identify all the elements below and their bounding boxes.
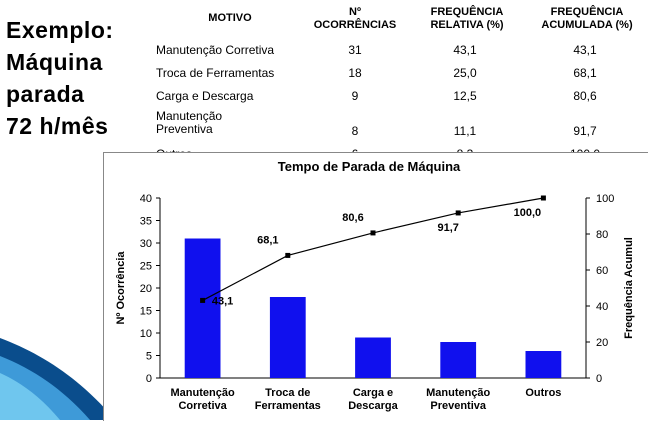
cell-ocorrencias: 9 [351, 89, 359, 103]
cell-freq-relativa: 11,1 [453, 124, 477, 138]
bar [440, 342, 477, 378]
bar [355, 337, 391, 378]
cell-ocorrencias: 18 [348, 66, 362, 80]
cell-freq-relativa: 25,0 [453, 66, 477, 80]
cell-motivo: Manutenção Corretiva [156, 43, 275, 57]
cell-freq-relativa: 43,1 [453, 43, 477, 57]
x-category-label: Carga e [353, 387, 393, 399]
y-tick-label: 25 [140, 261, 152, 273]
line-data-label: 91,7 [437, 222, 458, 234]
cell-freq-acumulada: 43,1 [573, 43, 597, 57]
bar [269, 297, 306, 378]
cell-ocorrencias: 31 [348, 43, 362, 57]
chart-title: Tempo de Parada de Máquina [278, 159, 461, 174]
x-category-label: Ferramentas [255, 400, 321, 412]
y-tick-label: 35 [140, 216, 152, 228]
line-data-label: 43,1 [212, 295, 233, 307]
cell-ocorrencias: 8 [351, 124, 359, 138]
y-tick-label: 5 [146, 351, 152, 363]
slide-heading: Exemplo: Máquina parada 72 h/mês [6, 14, 114, 142]
y-tick-label: 20 [140, 283, 152, 295]
x-category-label: Corretiva [178, 400, 227, 412]
decorative-swoosh [0, 338, 115, 420]
y-tick-label: 0 [146, 373, 152, 385]
y-tick-label: 40 [140, 193, 152, 205]
cell-motivo: Troca de Ferramentas [156, 66, 275, 80]
header-freq-acumulada: FREQUÊNCIA ACUMULADA (%) [541, 6, 633, 31]
y2-tick-label: 0 [596, 373, 602, 385]
x-category-label: Manutenção [426, 387, 490, 399]
line-point [370, 230, 376, 236]
x-category-label: Descarga [348, 400, 398, 412]
heading-line-3: parada [6, 81, 85, 107]
header-ocorrencias: Nº OCORRÊNCIAS [313, 6, 397, 31]
y-tick-label: 30 [140, 238, 152, 250]
x-category-label: Manutenção [171, 387, 235, 399]
line-point [540, 195, 546, 201]
line-data-label: 100,0 [514, 207, 542, 219]
y2-tick-label: 100 [596, 193, 614, 205]
y-axis-title: Nº Ocorrência [115, 251, 127, 325]
cell-freq-relativa: 12,5 [453, 89, 477, 103]
line-data-label: 68,1 [257, 234, 278, 246]
line-point [455, 210, 461, 216]
bar [525, 351, 562, 378]
y2-tick-label: 80 [596, 229, 608, 241]
cumulative-line [202, 197, 544, 301]
line-data-label: 80,6 [342, 212, 363, 224]
header-motivo: MOTIVO [208, 12, 252, 24]
line-point [285, 252, 291, 258]
pareto-chart-panel: Tempo de Parada de Máquina 0 5 10 15 20 25 30 3… [103, 152, 648, 421]
cell-freq-acumulada: 68,1 [573, 66, 597, 80]
heading-line-1: Exemplo: [6, 17, 114, 43]
bar [184, 238, 221, 378]
y-tick-label: 15 [140, 306, 152, 318]
cell-motivo: Manutenção Preventiva [156, 109, 223, 136]
plot-area: 0 5 10 15 20 25 30 35 40 0 20 40 60 80 100 43,1 68,1 80,6… [115, 193, 635, 412]
y2-tick-label: 60 [596, 265, 608, 277]
cell-motivo: Carga e Descarga [156, 89, 254, 103]
cell-freq-acumulada: 91,7 [573, 124, 597, 138]
x-category-label: Preventiva [430, 400, 487, 412]
line-point [200, 297, 206, 303]
x-category-label: Troca de [265, 387, 310, 399]
y2-tick-label: 40 [596, 301, 608, 313]
cell-freq-acumulada: 80,6 [573, 89, 597, 103]
pareto-chart: Tempo de Parada de Máquina 0 5 10 15 20 25 30 3… [115, 159, 635, 412]
heading-line-4: 72 h/mês [6, 113, 109, 139]
heading-line-2: Máquina [6, 49, 103, 75]
x-category-label: Outros [525, 387, 561, 399]
header-freq-relativa: FREQUÊNCIA RELATIVA (%) [430, 6, 504, 31]
y2-axis-title: Frequência Acumul [623, 237, 635, 339]
y2-tick-label: 20 [596, 337, 608, 349]
y-tick-label: 10 [140, 328, 152, 340]
